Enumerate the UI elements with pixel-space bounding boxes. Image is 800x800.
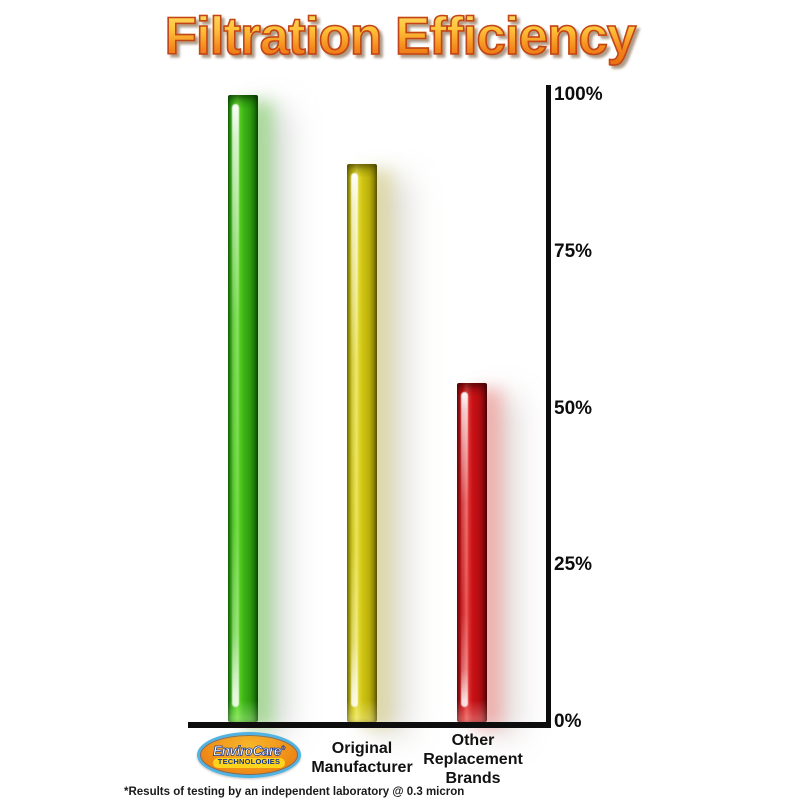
y-axis-tick-label: 100% [554, 84, 603, 105]
x-label-line: Other [451, 732, 495, 749]
footnote: *Results of testing by an independent la… [124, 786, 465, 798]
x-label-line: Replacement [423, 751, 523, 768]
y-axis-tick-label: 75% [554, 240, 593, 262]
y-axis-tick-label: 50% [554, 397, 593, 419]
bar-other-replacement-brands [457, 383, 487, 722]
bar-envirocare [228, 95, 258, 722]
x-label-line: Brands [445, 770, 501, 787]
x-label-line: Manufacturer [311, 759, 413, 776]
chart-title: Filtration Efficiency [0, 6, 800, 67]
envirocare-logo: EnviroCare® TECHNOLOGIES [197, 732, 301, 778]
x-label-original-manufacturer: Original Manufacturer [272, 739, 452, 777]
logo-tagline: TECHNOLOGIES [212, 757, 286, 768]
y-axis-line [546, 85, 551, 728]
logo-brand-name: EnviroCare [212, 743, 282, 758]
bar-original-manufacturer [347, 163, 377, 722]
registered-trademark-icon: ® [281, 745, 286, 752]
x-label-line: Original [331, 740, 393, 757]
y-axis-tick-label: 25% [554, 554, 593, 576]
logo-brand-text: EnviroCare® [212, 743, 286, 758]
x-label-other-replacement-brands: Other Replacement Brands [383, 731, 563, 788]
y-axis-tick-label: 0% [554, 711, 582, 732]
x-axis-line [188, 722, 551, 728]
